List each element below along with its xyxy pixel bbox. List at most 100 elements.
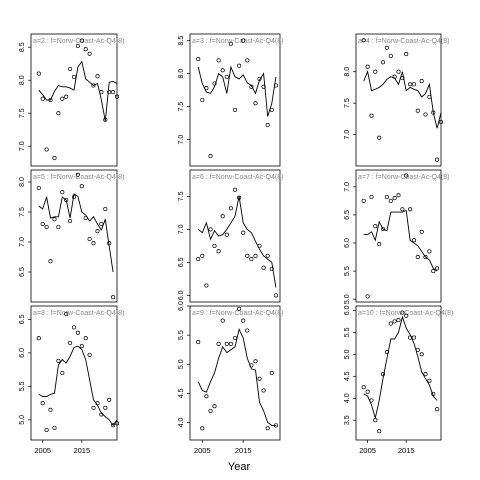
data-point <box>253 253 258 258</box>
data-point <box>265 123 270 128</box>
data-point <box>79 184 84 189</box>
data-point <box>384 45 389 50</box>
data-point <box>91 241 96 246</box>
panel-title: a=9 : f=Norw-Coast-Ac-Q4(8) <box>192 310 283 317</box>
data-point <box>261 265 266 270</box>
data-point <box>427 94 432 99</box>
panel-frame <box>189 305 281 441</box>
data-point <box>200 426 205 431</box>
panel-8: a=7 : f=Norw-Coast-Ac-Q4(8) 5.0 5.5 6.0 6.5 7… <box>344 169 449 304</box>
data-point <box>411 238 417 243</box>
y-tick-label: 6.5 <box>19 267 26 277</box>
data-point <box>261 388 266 393</box>
data-point <box>107 241 112 246</box>
data-point <box>64 94 69 99</box>
data-point <box>68 218 73 224</box>
data-point <box>79 38 84 43</box>
data-point <box>212 404 217 409</box>
panel-grid: a=2 : f=Norw-Coast-Ac-Q4(8)7.07.58.08.5a… <box>19 33 453 455</box>
series-line <box>38 193 114 273</box>
panel-title: a=2 : f=Norw-Coast-Ac-Q4(8) <box>33 38 124 45</box>
data-point <box>232 187 238 192</box>
data-point <box>208 408 213 413</box>
data-point <box>56 224 61 230</box>
data-point <box>273 83 278 88</box>
y-tick-label: 5.5 <box>178 330 185 340</box>
x-tick-label: 2005 <box>359 446 376 455</box>
x-axis-label: Year <box>228 461 251 473</box>
data-point <box>265 253 270 258</box>
data-point <box>228 41 233 46</box>
data-point <box>36 185 41 191</box>
panel-9: a=10 : f=Norw-Coast-Ac-Q4(8) 3.5 4.0 4.5 5.0… <box>344 305 453 455</box>
data-point <box>257 76 262 81</box>
data-point <box>91 83 96 88</box>
data-point <box>95 401 100 406</box>
data-point <box>224 74 229 79</box>
data-point <box>365 389 370 394</box>
data-point <box>411 82 417 87</box>
data-point <box>369 398 374 403</box>
data-point <box>87 352 92 357</box>
data-point <box>220 68 225 73</box>
data-point <box>200 97 205 103</box>
y-tick-label: 7.5 <box>19 207 26 217</box>
data-point <box>111 90 116 95</box>
x-tick-label: 2015 <box>235 446 252 455</box>
data-point <box>373 224 378 229</box>
y-tick-label: 7.0 <box>178 224 185 234</box>
data-point <box>48 259 53 264</box>
data-point <box>71 74 77 79</box>
panel-frame <box>355 169 442 303</box>
data-point <box>241 230 246 235</box>
data-point <box>404 313 409 318</box>
data-point <box>427 378 432 383</box>
data-point <box>83 47 88 52</box>
panel-frame <box>30 33 118 167</box>
data-point <box>392 74 397 79</box>
data-point <box>237 195 242 200</box>
data-point <box>103 405 108 410</box>
data-point <box>369 194 374 200</box>
panel-frame <box>30 169 118 303</box>
y-tick-label: 8.5 <box>19 42 26 52</box>
data-point <box>237 306 242 311</box>
data-point <box>257 376 262 381</box>
panel-frame <box>189 33 281 167</box>
data-point <box>388 198 393 203</box>
data-point <box>228 206 233 211</box>
panel-title: a=7 : f=Norw-Coast-Ac-Q4(8) <box>358 174 449 181</box>
data-point <box>380 372 386 377</box>
data-point <box>99 412 104 417</box>
data-point <box>60 190 65 195</box>
data-point <box>216 341 221 346</box>
data-point <box>245 253 250 258</box>
data-point <box>212 243 217 248</box>
x-tick-label: 2005 <box>34 446 51 455</box>
data-point <box>269 107 274 112</box>
data-point <box>64 197 69 203</box>
panel-7: a=4 : f=Norw-Coast-Ac-Q4(8) 7.0 7.5 8.0 <box>344 33 449 167</box>
y-tick-label: 7.5 <box>178 191 185 201</box>
data-point <box>79 344 84 349</box>
data-point <box>419 229 424 234</box>
data-point <box>411 335 417 340</box>
data-point <box>388 53 393 59</box>
data-point <box>36 71 41 76</box>
data-point <box>60 370 65 376</box>
panel-title: a=4 : f=Norw-Coast-Ac-Q4(8) <box>358 38 449 45</box>
y-tick-label: 5.0 <box>19 415 26 425</box>
data-point <box>380 60 386 65</box>
data-point <box>380 226 386 232</box>
data-point <box>212 81 217 86</box>
data-point <box>71 325 77 330</box>
data-point <box>245 58 250 63</box>
y-tick-label: 5.5 <box>344 327 351 337</box>
data-point <box>369 113 374 118</box>
data-point <box>196 57 201 62</box>
data-point <box>361 198 366 203</box>
data-point <box>44 427 49 433</box>
data-point <box>396 318 401 323</box>
data-point <box>103 117 108 122</box>
data-point <box>423 372 428 377</box>
